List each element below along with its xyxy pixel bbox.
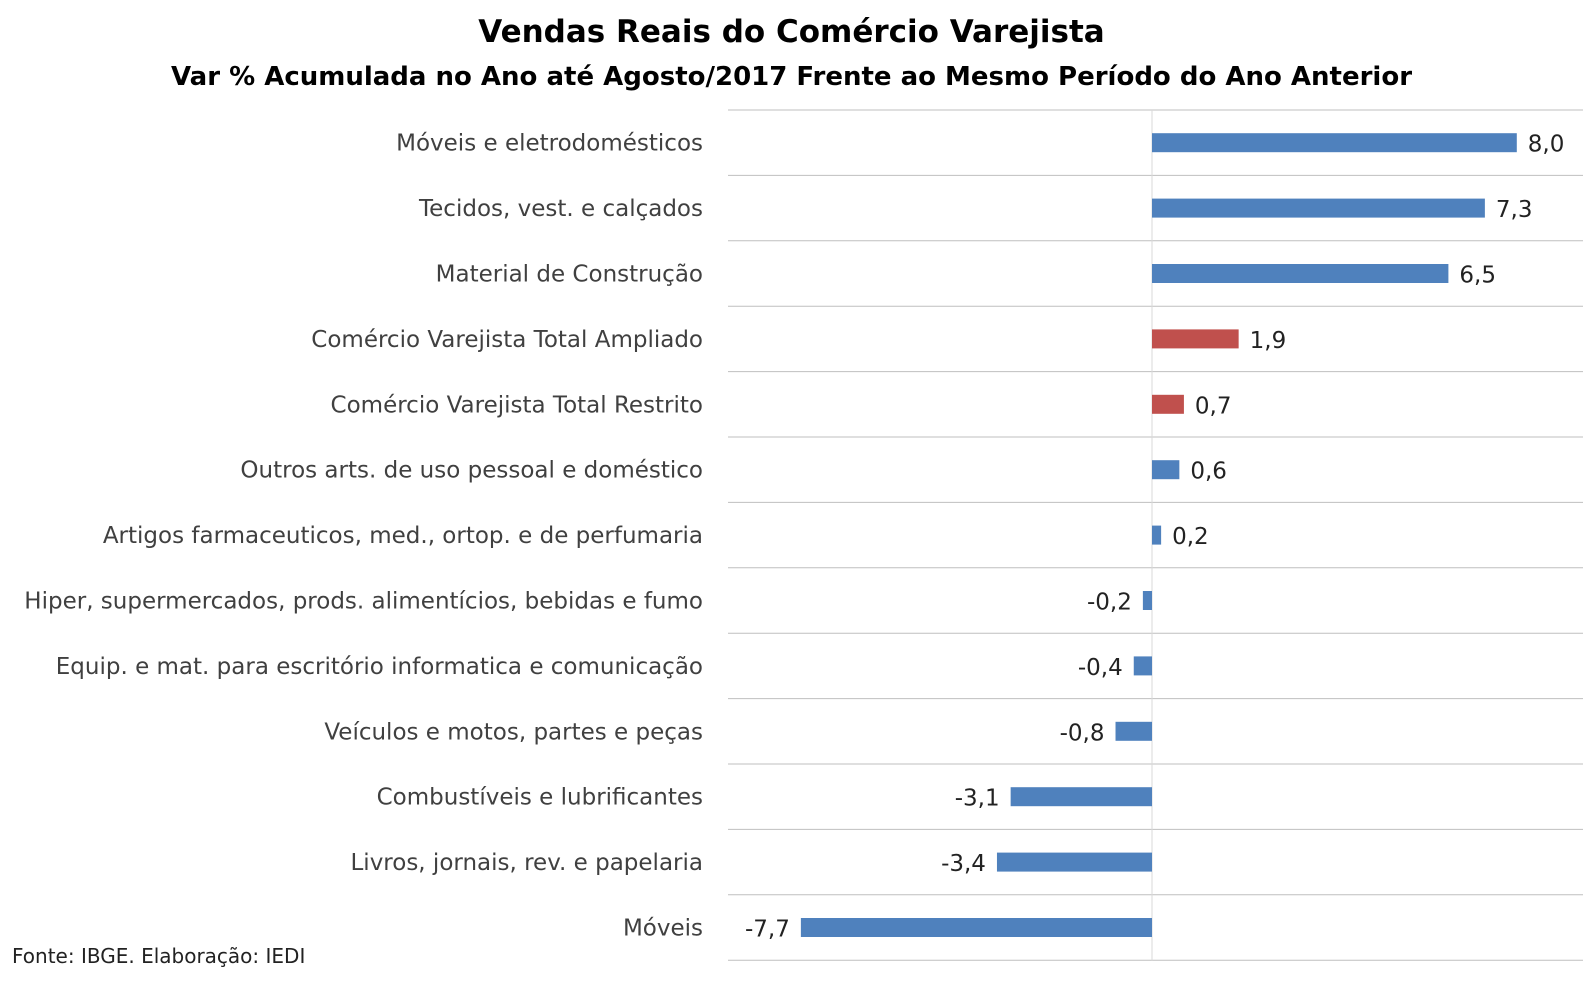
category-label: Móveis e eletrodomésticos (396, 131, 703, 157)
bar (1142, 591, 1152, 610)
bar (1152, 525, 1162, 545)
chart-subtitle: Var % Acumulada no Ano até Agosto/2017 F… (170, 62, 1413, 92)
bar (996, 852, 1152, 872)
data-label: -3,4 (941, 851, 986, 877)
data-label: 0,7 (1195, 393, 1232, 419)
chart-title: Vendas Reais do Comércio Varejista (478, 14, 1105, 50)
category-label: Comércio Varejista Total Restrito (331, 392, 703, 418)
bar (1152, 198, 1485, 218)
category-label: Equip. e mat. para escritório informatic… (56, 654, 703, 680)
category-label: Hiper, supermercados, prods. alimentício… (24, 589, 703, 615)
category-label: Combustíveis e lubrificantes (377, 785, 703, 811)
source-note: Fonte: IBGE. Elaboração: IEDI (12, 944, 306, 968)
category-label: Livros, jornais, rev. e papelaria (350, 850, 703, 876)
bar (1010, 787, 1152, 807)
category-label: Comércio Varejista Total Ampliado (311, 327, 703, 353)
bar (1152, 264, 1449, 283)
category-label: Artigos farmaceuticos, med., ortop. e de… (103, 523, 703, 549)
data-label: -0,4 (1078, 655, 1123, 681)
bar (1152, 329, 1239, 349)
bar (1133, 656, 1152, 676)
bar (1152, 133, 1517, 153)
bar (1152, 460, 1180, 480)
data-label: 6,5 (1459, 263, 1496, 289)
category-label: Veículos e motos, partes e peças (324, 719, 703, 745)
data-label: -7,7 (745, 917, 790, 943)
bar (800, 918, 1152, 937)
data-label: 0,2 (1172, 524, 1209, 550)
data-label: -0,2 (1087, 590, 1132, 616)
data-label: 0,6 (1190, 459, 1227, 485)
data-label: 8,0 (1528, 132, 1565, 158)
category-label: Outros arts. de uso pessoal e doméstico (240, 458, 703, 484)
category-label: Tecidos, vest. e calçados (418, 196, 703, 222)
data-label: 1,9 (1250, 328, 1287, 354)
data-label: -3,1 (955, 786, 1000, 812)
category-label: Móveis (623, 916, 703, 942)
category-label: Material de Construção (436, 262, 703, 288)
data-label: -0,8 (1060, 720, 1105, 746)
data-label: 7,3 (1496, 197, 1533, 223)
bar (1152, 394, 1184, 414)
bar (1115, 721, 1152, 741)
